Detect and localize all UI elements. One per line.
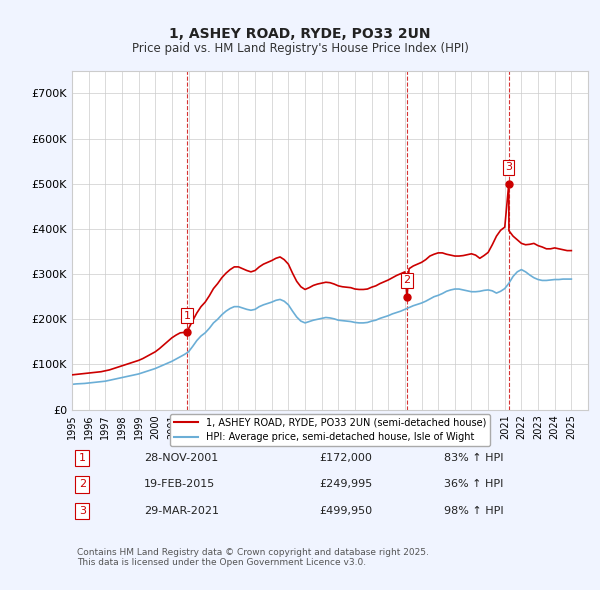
Text: 1: 1 xyxy=(184,311,191,320)
Text: £499,950: £499,950 xyxy=(320,506,373,516)
Text: 1, ASHEY ROAD, RYDE, PO33 2UN: 1, ASHEY ROAD, RYDE, PO33 2UN xyxy=(169,27,431,41)
Text: 29-MAR-2021: 29-MAR-2021 xyxy=(144,506,219,516)
Text: 98% ↑ HPI: 98% ↑ HPI xyxy=(443,506,503,516)
Text: 3: 3 xyxy=(505,162,512,172)
Text: 1: 1 xyxy=(79,453,86,463)
Text: 28-NOV-2001: 28-NOV-2001 xyxy=(144,453,218,463)
Text: 2: 2 xyxy=(404,276,410,286)
Text: 83% ↑ HPI: 83% ↑ HPI xyxy=(443,453,503,463)
Text: 2: 2 xyxy=(79,480,86,490)
Text: £172,000: £172,000 xyxy=(320,453,373,463)
Text: 19-FEB-2015: 19-FEB-2015 xyxy=(144,480,215,490)
Text: Price paid vs. HM Land Registry's House Price Index (HPI): Price paid vs. HM Land Registry's House … xyxy=(131,42,469,55)
Text: 36% ↑ HPI: 36% ↑ HPI xyxy=(443,480,503,490)
Legend: 1, ASHEY ROAD, RYDE, PO33 2UN (semi-detached house), HPI: Average price, semi-de: 1, ASHEY ROAD, RYDE, PO33 2UN (semi-deta… xyxy=(170,414,490,446)
Text: £249,995: £249,995 xyxy=(320,480,373,490)
Text: Contains HM Land Registry data © Crown copyright and database right 2025.
This d: Contains HM Land Registry data © Crown c… xyxy=(77,548,429,568)
Text: 3: 3 xyxy=(79,506,86,516)
